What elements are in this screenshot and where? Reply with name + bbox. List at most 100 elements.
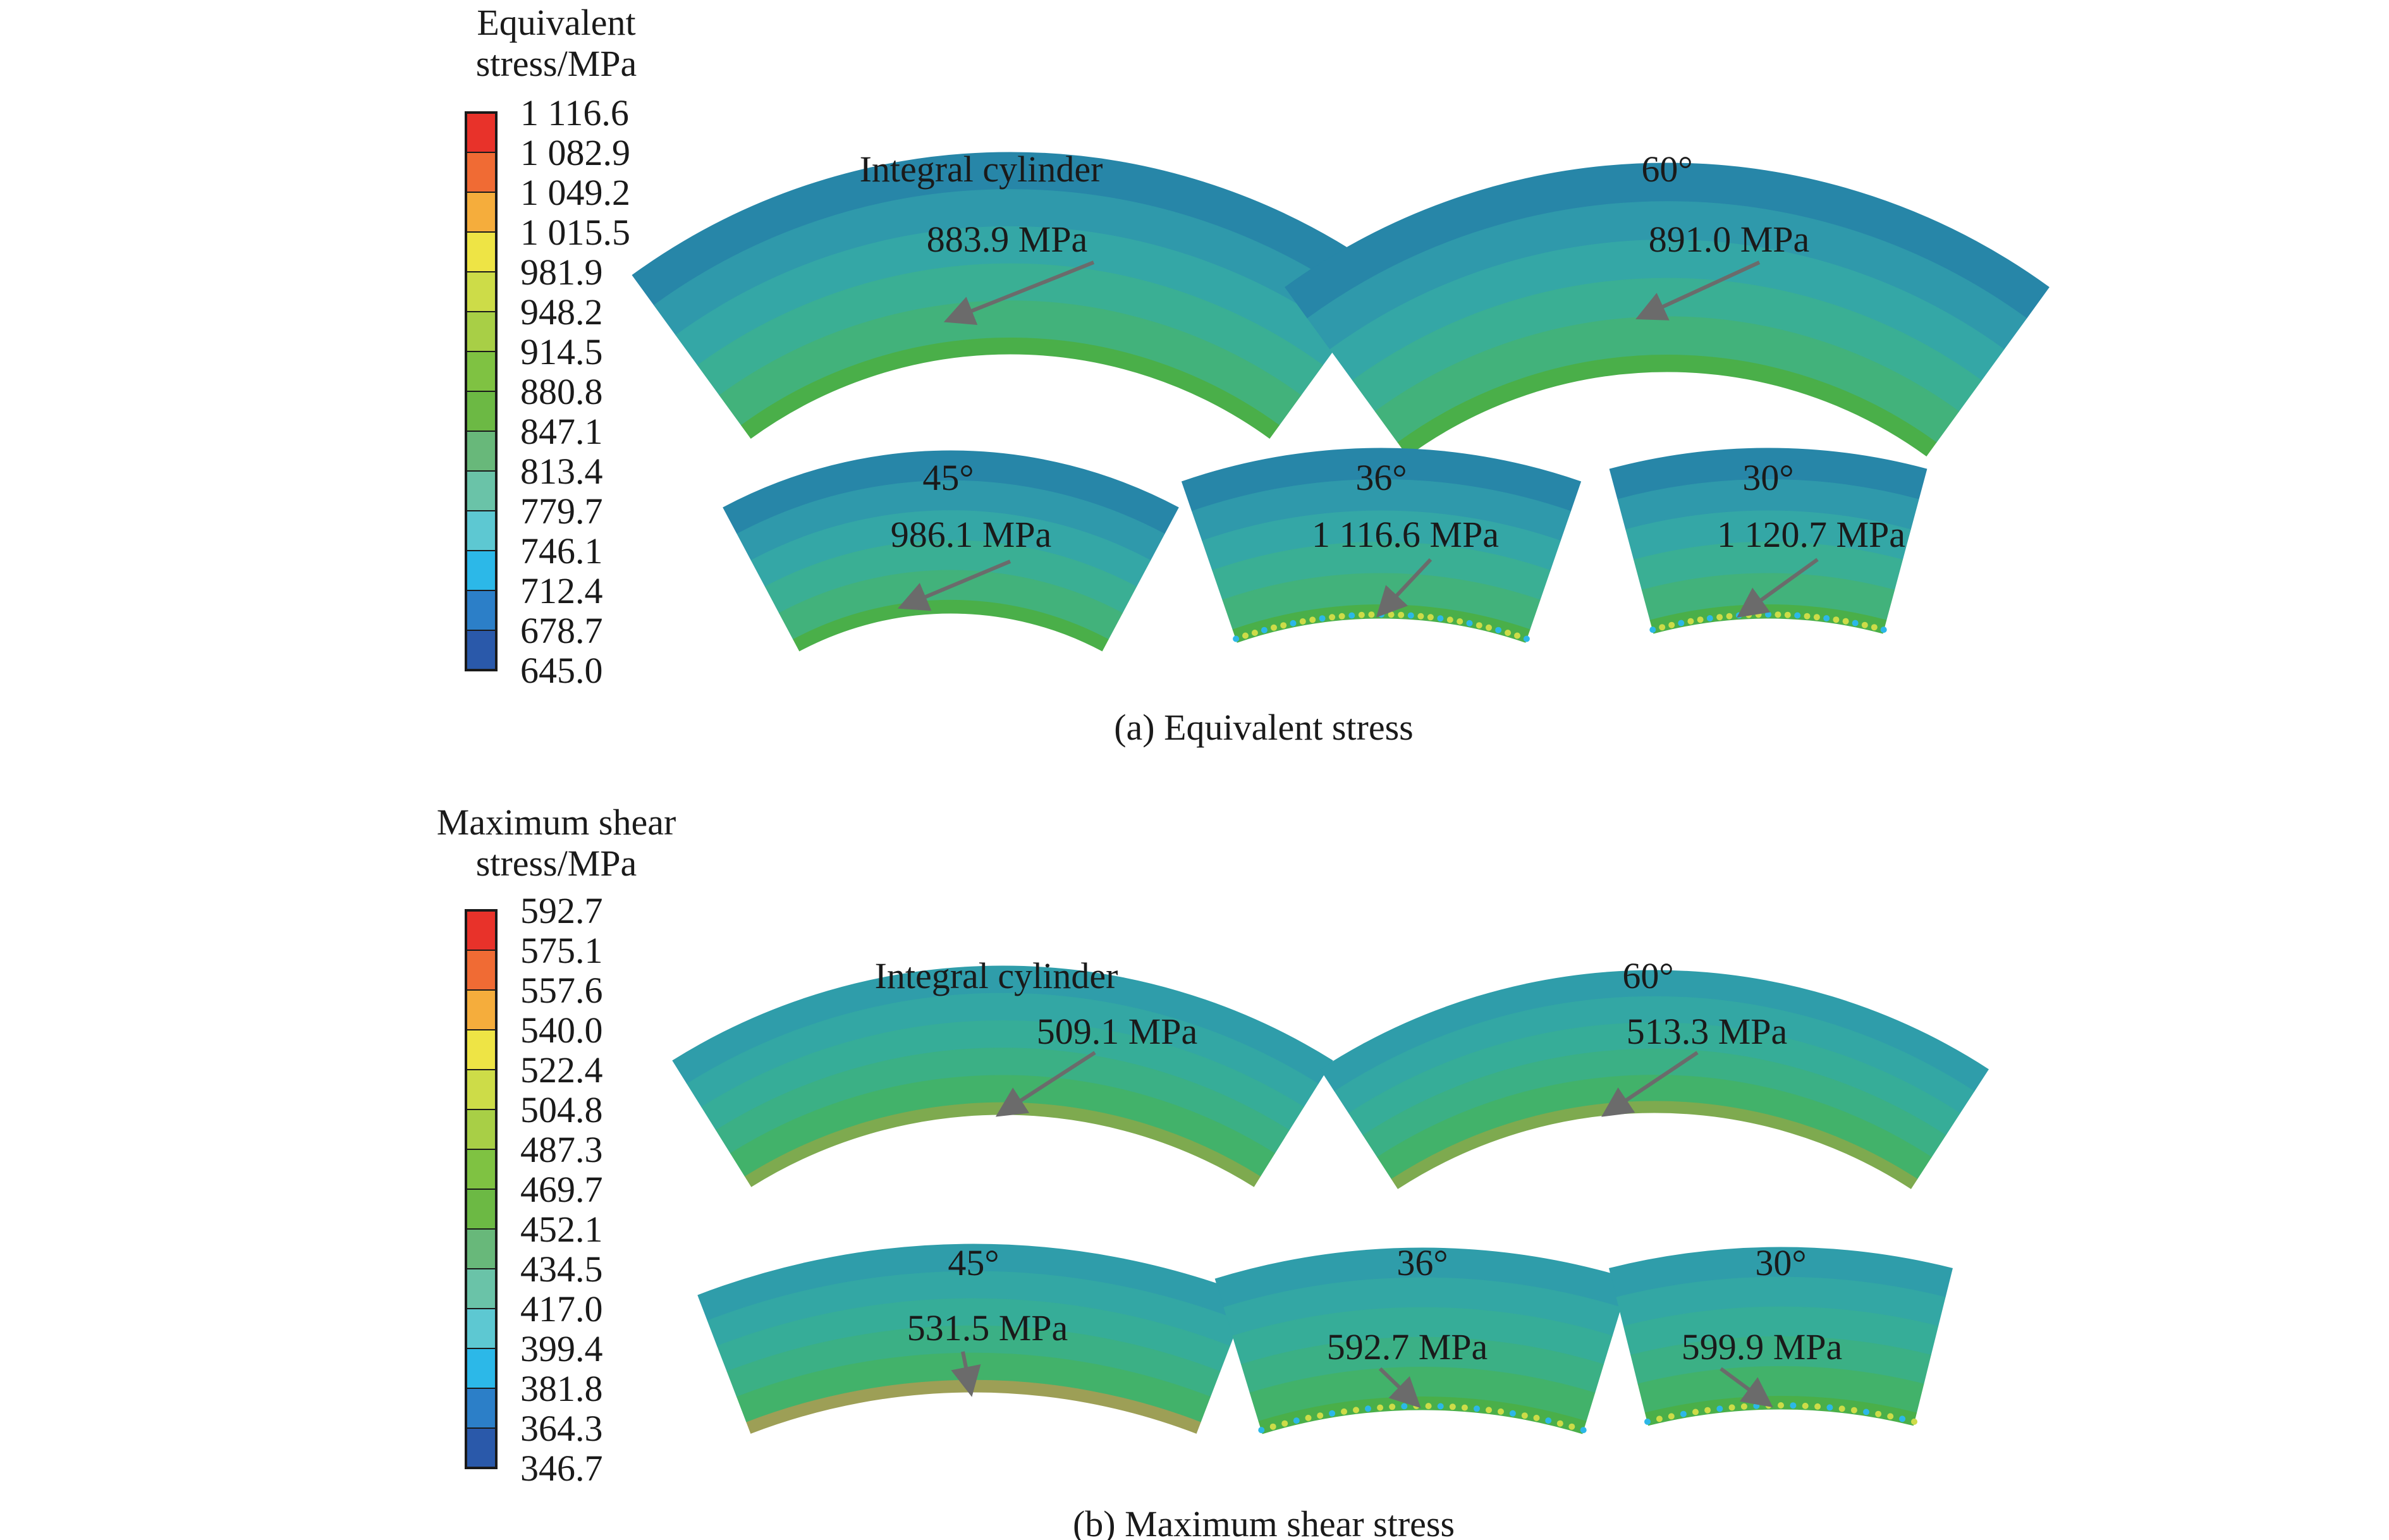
legend-frame [465, 111, 498, 671]
legend-swatch [465, 1029, 497, 1071]
legend-title-line-2: stress/MPa [476, 43, 637, 84]
legend-swatch [465, 510, 497, 552]
stress-concentration-mark [1377, 1404, 1384, 1411]
peak-stress-label: 891.0 MPa [1649, 219, 1810, 260]
stress-concentration-mark [1728, 1404, 1735, 1411]
segment-label: 36° [1396, 1242, 1448, 1283]
stress-concentration-mark [1678, 620, 1685, 626]
stress-concentration-mark [1437, 1403, 1444, 1410]
legend-tick-label: 678.7 [520, 610, 603, 651]
legend-tick-label: 1 049.2 [520, 172, 630, 213]
stress-concentration-mark [1668, 1413, 1675, 1420]
stress-concentration-mark [1427, 614, 1434, 621]
peak-pointer-arrow [1737, 558, 1819, 618]
legend-tick-label: 417.0 [520, 1288, 603, 1329]
legend-tick-label: 712.4 [520, 570, 603, 611]
legend-tick-label: 847.1 [520, 411, 603, 452]
legend-tick-label: 452.1 [520, 1209, 603, 1250]
stress-concentration-mark [1692, 1409, 1699, 1415]
stress-concentration-mark [1523, 635, 1530, 642]
stress-concentration-mark [1871, 624, 1878, 631]
stress-concentration-mark [1875, 1410, 1882, 1417]
stress-concentration-mark [1656, 1415, 1663, 1422]
stress-concentration-mark [1887, 1413, 1894, 1420]
stress-concentration-mark [1353, 1407, 1359, 1414]
segment-36-degree: 36° 1 116.6 MPa [1181, 448, 1582, 643]
segment-label: 30° [1742, 457, 1793, 498]
peak-stress-label: 509.1 MPa [1037, 1011, 1198, 1052]
stress-concentration-mark [1850, 1407, 1857, 1414]
segment-36-degree: 36° 592.7 MPa [1214, 1242, 1630, 1434]
stress-concentration-mark [1290, 620, 1297, 626]
peak-stress-label: 599.9 MPa [1682, 1326, 1843, 1367]
legend-swatch [465, 112, 497, 154]
stress-concentration-mark [1398, 611, 1405, 618]
legend-swatch [465, 1268, 497, 1310]
stress-concentration-mark [1242, 632, 1249, 639]
stress-concentration-mark [1505, 630, 1512, 636]
segment-label: 36° [1355, 457, 1407, 498]
legend-swatch [465, 431, 497, 472]
stress-concentration-mark [1365, 1405, 1371, 1412]
peak-stress-label: 986.1 MPa [891, 514, 1052, 555]
stress-concentration-mark [1271, 624, 1277, 631]
stress-concentration-mark [1280, 622, 1287, 629]
legend-maximum-shear-stress: Maximum shear stress/MPa 592.7575.1557.6… [437, 802, 676, 1489]
stress-concentration-mark [1425, 1403, 1432, 1410]
legend-swatch [465, 950, 497, 991]
stress-concentration-mark [1790, 1402, 1797, 1409]
contour-band [744, 1102, 1261, 1187]
stress-concentration-mark [1568, 1423, 1575, 1430]
stress-concentration-mark [1509, 1410, 1516, 1417]
fe-ring-30-degree [1609, 448, 1928, 634]
stress-concentration-mark [1778, 1402, 1784, 1409]
legend-swatch [465, 1228, 497, 1270]
stress-concentration-mark [1833, 616, 1840, 623]
stress-concentration-mark [1794, 612, 1801, 619]
segment-label: 45° [948, 1242, 999, 1283]
stress-concentration-mark [1545, 1417, 1552, 1424]
stress-concentration-mark [1368, 611, 1375, 618]
peak-stress-label: 592.7 MPa [1327, 1326, 1488, 1367]
stress-concentration-mark [1407, 612, 1414, 619]
stress-concentration-mark [1814, 1403, 1821, 1410]
peak-stress-label: 531.5 MPa [907, 1307, 1068, 1348]
legend-title-line-2: stress/MPa [476, 843, 637, 884]
stress-concentration-mark [1899, 1415, 1906, 1422]
stress-concentration-mark [1556, 1420, 1563, 1427]
stress-concentration-mark [1716, 1405, 1723, 1412]
contour-band [1649, 604, 1887, 634]
stress-concentration-mark [1281, 1420, 1288, 1427]
legend-tick-label: 1 015.5 [520, 212, 630, 253]
stress-concentration-mark [1495, 626, 1502, 633]
fe-ring-36-degree [1214, 1247, 1630, 1434]
peak-stress-label: 1 120.7 MPa [1717, 514, 1905, 555]
legend-swatch [465, 910, 497, 951]
legend-swatch [465, 1069, 497, 1111]
peak-pointer-arrow [1720, 1367, 1773, 1408]
peak-pointer-arrow [1601, 1051, 1699, 1117]
fe-ring-60-degree [1320, 970, 1989, 1189]
legend-tick-label: 434.5 [520, 1249, 603, 1290]
legend-tick-labels: 592.7575.1557.6540.0522.4504.8487.3469.7… [520, 890, 603, 1489]
legend-tick-label: 645.0 [520, 650, 603, 691]
contour-band [741, 338, 1280, 439]
peak-pointer-arrow [943, 260, 1095, 325]
peak-pointer-arrow [897, 559, 1011, 611]
stress-concentration-mark [1476, 622, 1482, 629]
stress-concentration-mark [1826, 1404, 1833, 1411]
stress-concentration-mark [1486, 624, 1492, 631]
contour-band [1232, 604, 1531, 643]
legend-swatch [465, 311, 497, 353]
stress-concentration-mark [1649, 626, 1656, 633]
stress-concentration-mark [1388, 611, 1395, 618]
stress-concentration-mark [1417, 613, 1424, 620]
legend-swatch [465, 1348, 497, 1390]
legend-tick-label: 746.1 [520, 530, 603, 571]
segment-30-degree: 30° 1 120.7 MPa [1609, 448, 1928, 634]
legend-swatch [465, 231, 497, 273]
legend-swatch [465, 192, 497, 233]
contour-band [1397, 355, 1937, 456]
legend-swatch [465, 630, 497, 671]
legend-frame [465, 909, 498, 1469]
